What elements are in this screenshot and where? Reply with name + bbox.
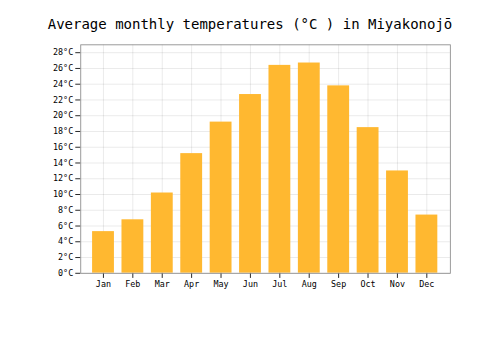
svg-text:26°C: 26°C xyxy=(53,63,73,73)
svg-text:28°C: 28°C xyxy=(53,47,73,57)
svg-text:Feb: Feb xyxy=(125,279,140,289)
svg-text:4°C: 4°C xyxy=(58,236,73,246)
svg-text:6°C: 6°C xyxy=(58,221,73,231)
svg-text:Dec: Dec xyxy=(419,279,434,289)
svg-text:Jun: Jun xyxy=(243,279,258,289)
svg-text:Jul: Jul xyxy=(272,279,287,289)
svg-text:14°C: 14°C xyxy=(53,158,73,168)
svg-text:22°C: 22°C xyxy=(53,95,73,105)
svg-text:May: May xyxy=(213,279,228,289)
svg-text:16°C: 16°C xyxy=(53,142,73,152)
svg-text:20°C: 20°C xyxy=(53,110,73,120)
html-text:Average monthly temperatures (: Average monthly temperatures (°C ) in Mi… xyxy=(47,16,453,32)
svg-text:0°C: 0°C xyxy=(58,268,73,278)
svg-text:Nov: Nov xyxy=(390,279,405,289)
svg-text:Aug: Aug xyxy=(302,279,317,289)
svg-text:Sep: Sep xyxy=(331,279,346,289)
svg-text:18°C: 18°C xyxy=(53,126,73,136)
svg-text:Jan: Jan xyxy=(96,279,111,289)
svg-text:12°C: 12°C xyxy=(53,173,73,183)
svg-text:2°C: 2°C xyxy=(58,252,73,262)
svg-text:8°C: 8°C xyxy=(58,205,73,215)
svg-text:Mar: Mar xyxy=(155,279,170,289)
svg-text:Oct: Oct xyxy=(360,279,375,289)
svg-text:Apr: Apr xyxy=(184,279,199,289)
svg-text:24°C: 24°C xyxy=(53,79,73,89)
svg-text:10°C: 10°C xyxy=(53,189,73,199)
